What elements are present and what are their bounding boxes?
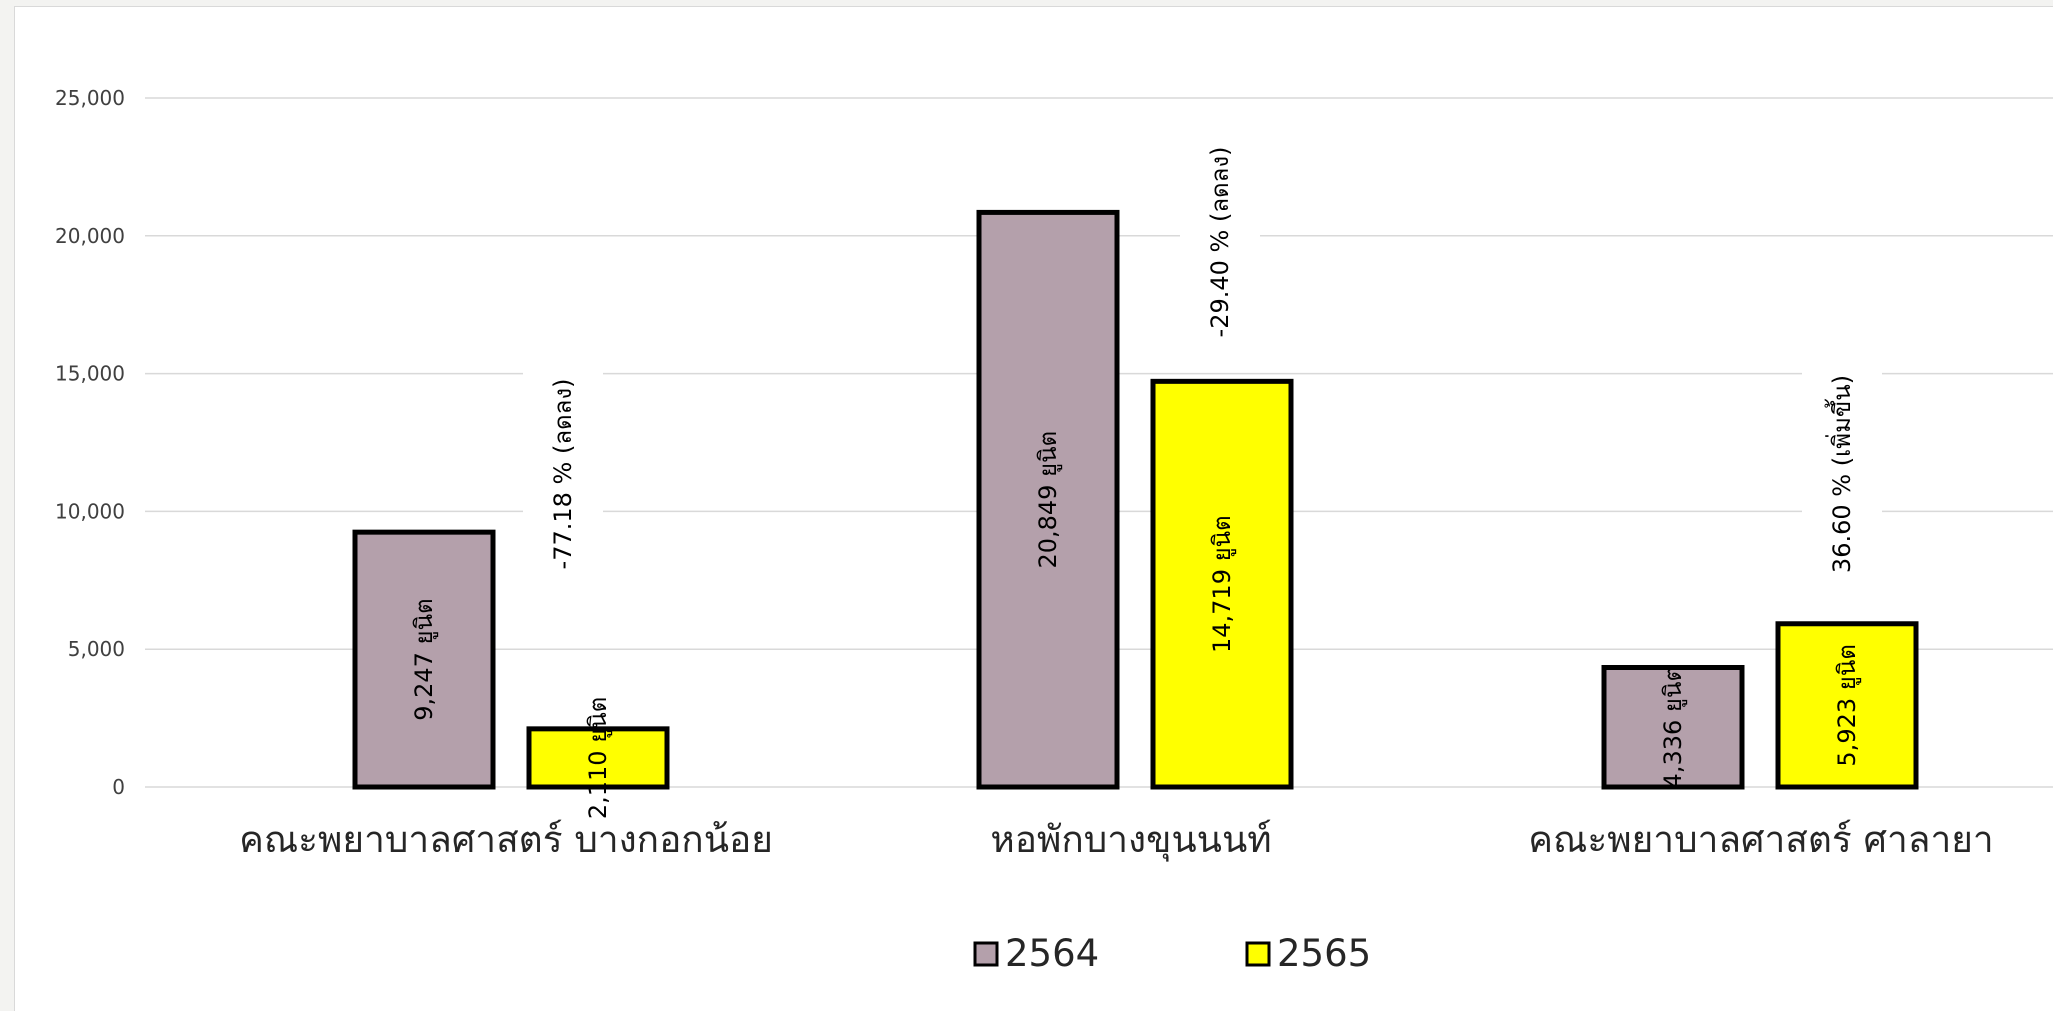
data-label: 14,719 ยูนิต [1208, 515, 1237, 653]
bar [526, 726, 670, 790]
data-label: 9,247 ยูนิต [410, 598, 439, 720]
percent-change-annotation: 36.60 % (เพิ่มขึ้น) [1824, 375, 1856, 573]
legend-label: 2565 [1277, 932, 1371, 975]
bar [1150, 378, 1294, 790]
data-label: 4,336 ยูนิต [1659, 666, 1688, 788]
annotation-background [1802, 344, 1882, 604]
legend-swatch [973, 941, 999, 967]
bar [1775, 621, 1919, 790]
legend-label: 2564 [1005, 932, 1099, 975]
annotation-background [523, 344, 603, 604]
bar-chart: 0 5,000 10,000 15,000 20,000 25,000 9,247 ยูนิ… [55, 86, 2053, 975]
chart-area: 0 5,000 10,000 15,000 20,000 25,000 9,247 ยูนิ… [14, 6, 2053, 1011]
legend-swatch [1245, 941, 1271, 967]
bar [1601, 664, 1745, 790]
data-label: 5,923 ยูนิต [1833, 644, 1862, 766]
bar [976, 209, 1120, 790]
category-label: คณะพยาบาลศาสตร์ ศาลายา [1528, 818, 1993, 861]
y-tick-label: 5,000 [68, 637, 125, 661]
y-tick-label: 25,000 [55, 86, 125, 110]
y-tick-label: 20,000 [55, 224, 125, 248]
y-tick-label: 10,000 [55, 499, 125, 523]
bar [352, 529, 496, 790]
data-label: 20,849 ยูนิต [1034, 431, 1063, 569]
data-label: 2,110 ยูนิต [584, 697, 613, 819]
y-tick-label: 0 [112, 775, 125, 799]
y-tick-label: 15,000 [55, 362, 125, 386]
percent-change-annotation: -29.40 % (ลดลง) [1206, 147, 1234, 338]
category-label: หอพักบางขุนนนท์ [990, 818, 1271, 862]
annotation-background [1180, 112, 1260, 372]
category-label: คณะพยาบาลศาสตร์ บางกอกน้อย [239, 818, 773, 861]
percent-change-annotation: -77.18 % (ลดลง) [549, 379, 577, 570]
